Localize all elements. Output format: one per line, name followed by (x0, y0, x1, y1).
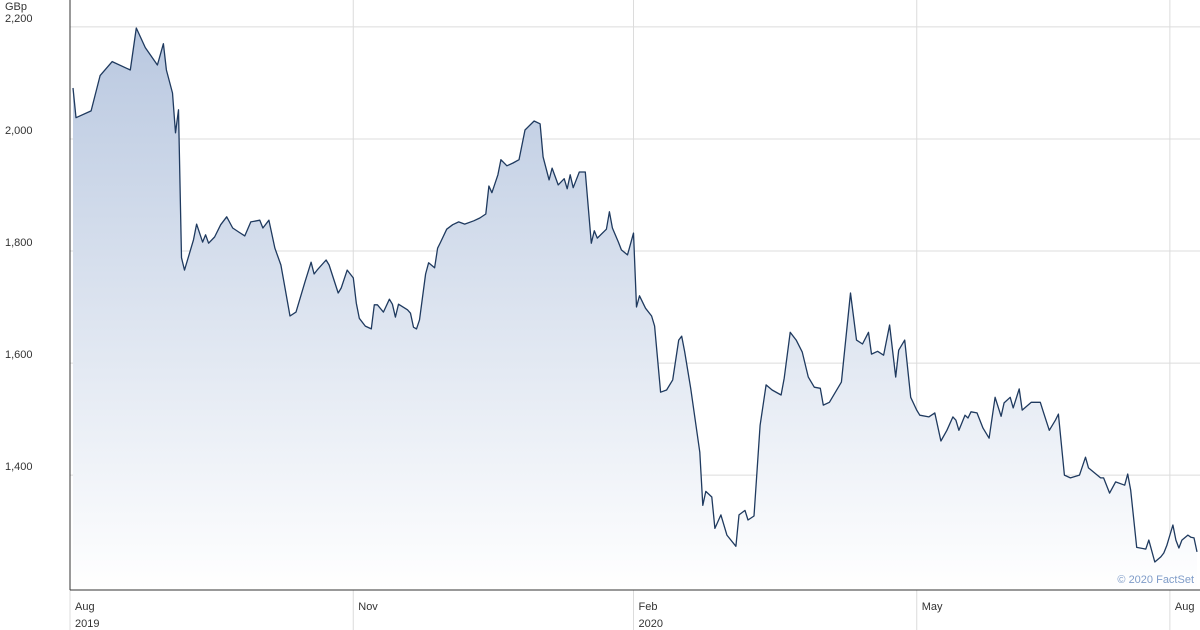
x-year-label: 2020 (638, 618, 662, 630)
y-tick-label: 1,800 (5, 237, 33, 249)
x-tick-label: Aug (75, 601, 95, 613)
y-tick-label: 2,200 (5, 13, 33, 25)
x-tick-label: Aug (1175, 601, 1195, 613)
y-tick-label: 1,400 (5, 461, 33, 473)
x-year-label: 2019 (75, 618, 99, 630)
area (73, 28, 1197, 590)
x-tick-label: Nov (358, 601, 378, 613)
price-line (72, 27, 1198, 563)
x-tick-label: Feb (638, 601, 657, 613)
y-tick-label: 2,000 (5, 125, 33, 137)
y-unit-label: GBp (5, 1, 27, 13)
source-note: © 2020 FactSet (1117, 574, 1194, 586)
x-tick-label: May (922, 601, 943, 613)
y-tick-label: 1,600 (5, 349, 33, 361)
